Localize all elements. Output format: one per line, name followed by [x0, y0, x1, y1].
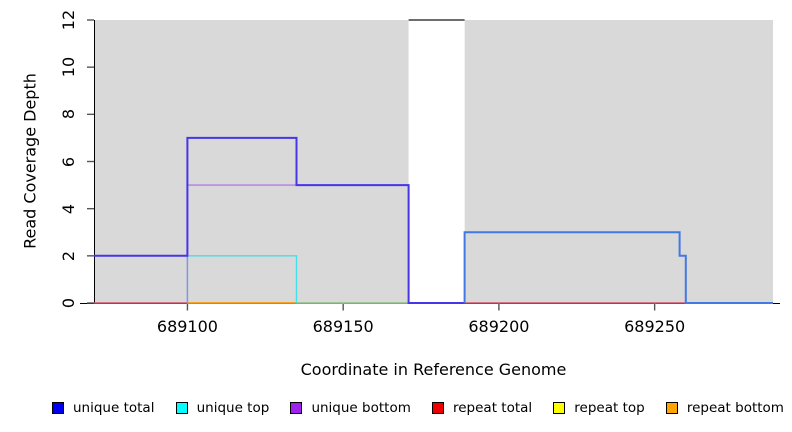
unique-total-swatch-icon	[52, 402, 64, 414]
repeat-bottom-swatch-icon	[665, 402, 678, 414]
y-tick-label: 0	[59, 297, 78, 309]
legend-item-repeat-total: repeat total	[431, 400, 533, 416]
series-unique-total	[94, 136, 465, 304]
legend-item-unique-bottom: unique bottom	[290, 400, 411, 416]
x-tick-label: 689100	[156, 317, 218, 336]
legend-item-unique-total: unique total	[52, 400, 154, 416]
legend-label: repeat top	[574, 400, 645, 416]
legend: unique total unique top unique bottom repea…	[52, 397, 784, 419]
repeat-total-swatch-icon	[431, 402, 444, 414]
legend-label: unique bottom	[311, 400, 411, 416]
unique-bottom-swatch-icon	[290, 402, 303, 414]
y-tick-label: 12	[59, 9, 78, 31]
y-tick-label: 8	[59, 109, 78, 120]
x-axis-title: Coordinate in Reference Genome	[300, 360, 567, 379]
gap-region	[408, 20, 465, 303]
y-axis-title: Read Coverage Depth	[20, 73, 40, 249]
series-unique-total-right	[463, 231, 773, 304]
legend-label: repeat bottom	[686, 400, 784, 416]
repeat-top-swatch-icon	[553, 402, 566, 414]
y-tick-label: 6	[59, 156, 78, 167]
legend-item-unique-top: unique top	[175, 400, 270, 416]
legend-item-repeat-top: repeat top	[553, 400, 645, 416]
x-tick-label: 689200	[468, 317, 530, 336]
x-tick-label: 689150	[312, 317, 374, 336]
y-tick-label: 4	[59, 203, 78, 214]
legend-label: unique total	[73, 400, 155, 416]
y-tick-label: 10	[59, 56, 78, 78]
x-tick-label: 689250	[624, 317, 686, 336]
unique-top-swatch-icon	[175, 402, 188, 414]
legend-label: repeat total	[452, 400, 533, 416]
legend-item-repeat-bottom: repeat bottom	[665, 400, 784, 416]
legend-label: unique top	[196, 400, 270, 416]
y-tick-label: 2	[59, 250, 78, 261]
